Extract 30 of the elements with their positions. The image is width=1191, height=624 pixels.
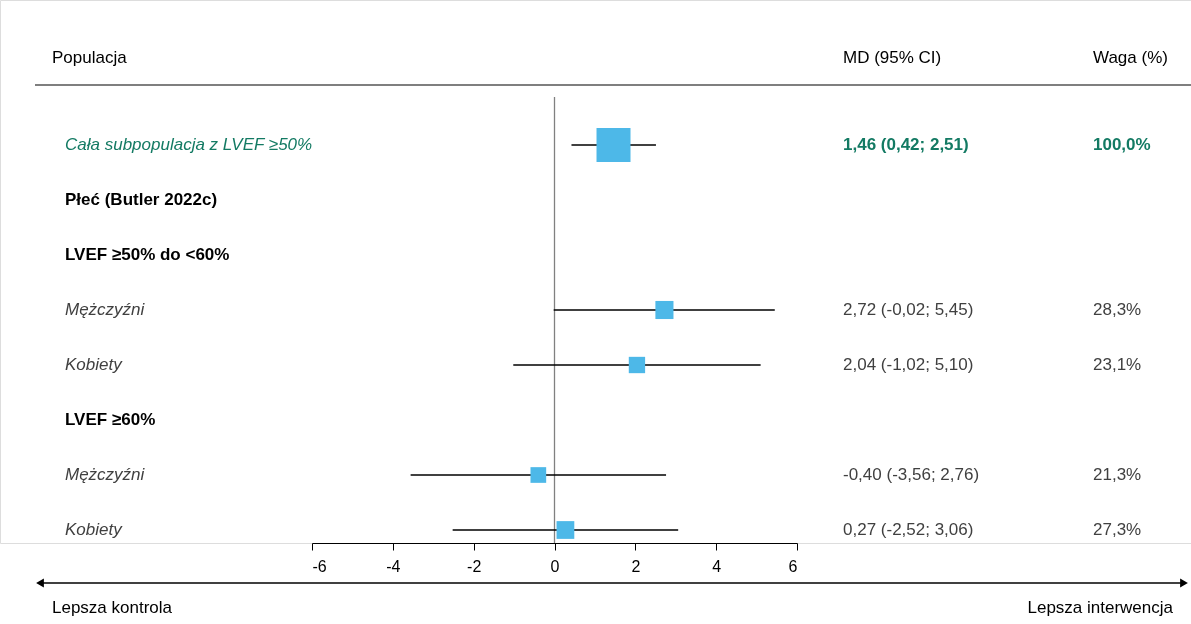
data-label: 1,46 (0,42; 2,51) [843,135,969,154]
text: Lepsza kontrola [52,598,173,617]
x-tick-label: 4 [712,557,722,575]
text: 28,3% [1093,300,1142,319]
y-tick-label: Mężczyźni [65,300,146,319]
text: 21,3% [1093,465,1142,484]
text: Lepsza interwencja [1027,598,1174,617]
y-tick-label: Cała subpopulacja z LVEF ≥50% [65,135,313,154]
text: MD (95% CI) [843,48,942,67]
y-tick-label: LVEF ≥60% [65,410,156,429]
y-tick-label: Kobiety [65,355,124,374]
data-label: 2,04 (-1,02; 5,10) [843,355,974,374]
data-label: 0,27 (-2,52; 3,06) [843,520,974,539]
x-tick-label: 2 [631,557,641,575]
data-label: -0,40 (-3,56; 2,76) [843,465,980,484]
x-tick-label: 0 [550,557,560,575]
text: Populacja [52,48,128,67]
x-tick-label: -4 [386,557,401,575]
y-tick-label: Płeć (Butler 2022c) [65,190,218,209]
text: 27,3% [1093,520,1142,539]
text: 100,0% [1093,135,1151,154]
x-tick-label: -2 [467,557,482,575]
y-tick-label: Kobiety [65,520,124,539]
text: 23,1% [1093,355,1142,374]
text: Waga (%) [1093,48,1168,67]
x-tick-label: -6 [312,557,327,575]
data-label: 2,72 (-0,02; 5,45) [843,300,974,319]
x-tick-label: 6 [788,557,798,575]
y-tick-label: Mężczyźni [65,465,146,484]
y-tick-label: LVEF ≥50% do <60% [65,245,230,264]
